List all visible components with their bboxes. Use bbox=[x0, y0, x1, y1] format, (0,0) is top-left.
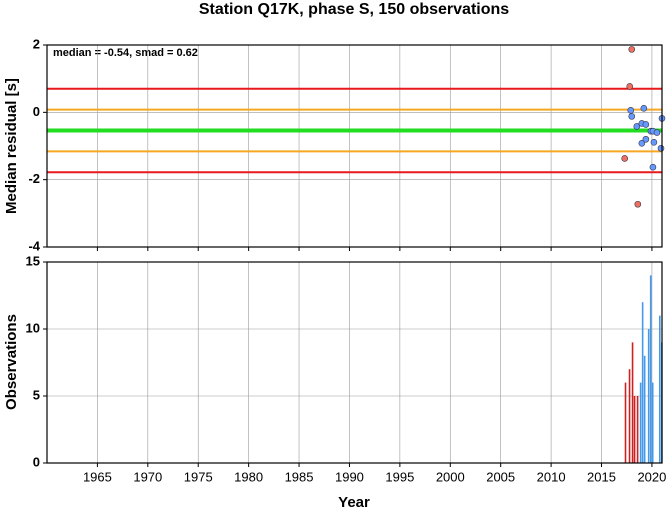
x-tick-label: 2010 bbox=[537, 469, 566, 484]
x-tick-label: 2000 bbox=[436, 469, 465, 484]
point bbox=[649, 163, 657, 171]
y-tick-label: -4 bbox=[28, 238, 40, 253]
y-axis-label: Observations bbox=[3, 314, 20, 410]
bar bbox=[649, 275, 652, 463]
bar bbox=[651, 382, 654, 463]
x-tick-label: 1995 bbox=[385, 469, 414, 484]
chart-title: Station Q17K, phase S, 150 observations bbox=[199, 1, 509, 18]
bar bbox=[639, 382, 642, 463]
x-tick-label: 1985 bbox=[285, 469, 314, 484]
y-axis-label: Median residual [s] bbox=[3, 78, 20, 214]
point bbox=[638, 140, 646, 147]
y-tick-label: 10 bbox=[26, 320, 40, 335]
x-tick-label: 1980 bbox=[234, 469, 263, 484]
x-axis-label: Year bbox=[338, 494, 370, 511]
x-tick-label: 1970 bbox=[133, 469, 162, 484]
point bbox=[640, 104, 648, 112]
bar bbox=[658, 315, 661, 463]
point bbox=[653, 129, 661, 136]
bar bbox=[624, 382, 627, 463]
y-tick-label: 2 bbox=[33, 36, 40, 51]
point bbox=[621, 155, 628, 162]
bar bbox=[633, 396, 636, 463]
y-tick-label: 5 bbox=[33, 387, 40, 402]
bar bbox=[647, 329, 650, 463]
bar bbox=[631, 342, 634, 463]
bar bbox=[636, 396, 639, 463]
plot-frame bbox=[46, 261, 663, 464]
x-tick-label: 2020 bbox=[637, 469, 666, 484]
x-tick-label: 2005 bbox=[486, 469, 515, 484]
point bbox=[634, 200, 642, 208]
y-tick-label: 0 bbox=[33, 454, 40, 469]
y-tick-label: 15 bbox=[26, 253, 40, 268]
y-tick-label: 0 bbox=[33, 104, 40, 119]
x-tick-label: 1990 bbox=[335, 469, 364, 484]
x-tick-label: 1975 bbox=[184, 469, 213, 484]
point bbox=[627, 107, 635, 114]
bar bbox=[628, 369, 631, 463]
plot-frame bbox=[46, 44, 663, 248]
x-tick-label: 1965 bbox=[83, 469, 112, 484]
y-tick-label: -2 bbox=[28, 171, 40, 186]
point bbox=[657, 145, 665, 152]
point bbox=[628, 46, 636, 53]
bar bbox=[641, 302, 644, 463]
point bbox=[633, 123, 641, 130]
annotation: median = -0.54, smad = 0.62 bbox=[53, 47, 198, 59]
x-tick-label: 2015 bbox=[587, 469, 616, 484]
point bbox=[650, 138, 658, 146]
point bbox=[628, 113, 636, 120]
bar bbox=[643, 355, 646, 463]
point bbox=[642, 135, 650, 143]
point bbox=[642, 121, 650, 128]
point bbox=[626, 83, 634, 90]
